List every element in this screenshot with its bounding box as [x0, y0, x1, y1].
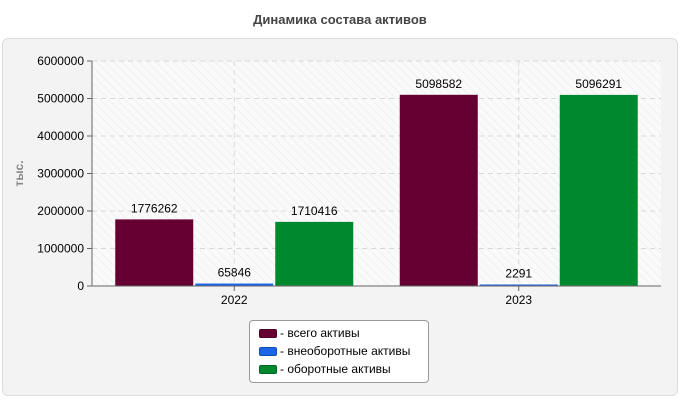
data-label: 1710416: [291, 204, 338, 218]
data-label: 2291: [505, 267, 532, 281]
chart-title: Динамика состава активов: [253, 12, 427, 27]
bar: [559, 94, 638, 286]
bar: [479, 284, 558, 286]
x-tick-label: 2023: [505, 293, 532, 307]
legend-label: - всего активы: [280, 326, 360, 340]
data-label: 5098582: [415, 77, 462, 91]
bar: [195, 283, 274, 286]
data-label: 65846: [218, 266, 252, 280]
y-tick-label: 6000000: [37, 54, 84, 68]
legend-label: - внеоборотные активы: [280, 344, 411, 358]
bar: [275, 221, 354, 286]
legend-item: - оборотные активы: [259, 360, 428, 378]
legend-item: - всего активы: [259, 324, 428, 342]
legend-label: - оборотные активы: [280, 362, 391, 376]
x-tick-label: 2022: [221, 293, 248, 307]
legend-swatch: [259, 328, 277, 338]
legend-swatch: [259, 346, 277, 356]
bar: [399, 94, 478, 286]
data-label: 1776262: [131, 201, 178, 215]
legend-item: - внеоборотные активы: [259, 342, 428, 360]
y-tick-label: 2000000: [37, 204, 84, 218]
data-label: 5096291: [575, 77, 622, 91]
bar: [115, 219, 194, 286]
bars: [115, 94, 638, 286]
legend: - всего активы - внеоборотные активы - о…: [249, 320, 429, 383]
y-tick-label: 1000000: [37, 242, 84, 256]
axes: 0 1000000 2000000 3000000 4000000 5000000 6000…: [37, 54, 661, 307]
y-tick-label: 3000000: [37, 167, 84, 181]
y-tick-label: 4000000: [37, 129, 84, 143]
y-tick-label: 0: [77, 279, 84, 293]
y-axis-label: тыс.: [12, 160, 26, 186]
y-tick-label: 5000000: [37, 92, 84, 106]
data-labels: 1776262 65846 1710416 5098582 2291 5096291: [131, 77, 623, 281]
legend-swatch: [259, 364, 277, 374]
